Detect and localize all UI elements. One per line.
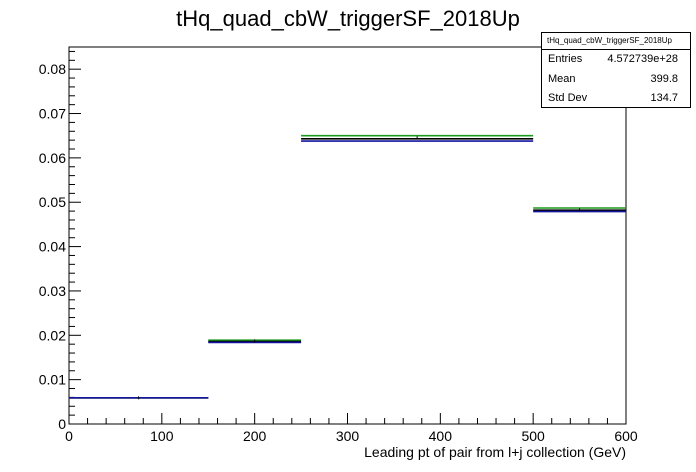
x-axis-label: Leading pt of pair from l+j collection (… [364, 444, 626, 460]
stats-box: tHq_quad_cbW_triggerSF_2018Up Entries 4.… [541, 32, 691, 108]
stats-label: Entries [548, 53, 583, 65]
stats-value: 4.572739e+28 [607, 53, 678, 65]
x-tick-label: 400 [429, 428, 453, 444]
stats-row-mean: Mean 399.8 [542, 70, 690, 90]
stats-value: 134.7 [650, 92, 678, 104]
x-tick-label: 100 [150, 428, 174, 444]
x-tick-label: 200 [243, 428, 267, 444]
stats-value: 399.8 [650, 72, 678, 85]
x-tick-label: 500 [521, 428, 545, 444]
y-tick-label: 0.06 [39, 150, 66, 166]
stats-row-stddev: Std Dev 134.7 [542, 89, 690, 109]
stats-row-entries: Entries 4.572739e+28 [542, 50, 690, 70]
y-tick-label: 0.03 [39, 283, 66, 299]
x-tick-label: 600 [614, 428, 638, 444]
y-tick-label: 0.05 [39, 194, 66, 210]
axis-tick-labels: 0 100 200 300 400 500 600 0 0.01 0.02 0.03 0.04 0.05… [39, 61, 638, 444]
y-tick-label: 0.02 [39, 327, 66, 343]
stats-label: Mean [548, 72, 576, 85]
y-tick-label: 0 [58, 416, 66, 432]
chart-title: tHq_quad_cbW_triggerSF_2018Up [176, 6, 520, 31]
x-tick-label: 300 [336, 428, 360, 444]
y-tick-label: 0.04 [39, 239, 66, 255]
y-tick-label: 0.01 [39, 372, 66, 388]
y-tick-label: 0.08 [39, 61, 66, 77]
x-tick-label: 0 [65, 428, 73, 444]
stats-label: Std Dev [548, 92, 588, 104]
stats-box-title: tHq_quad_cbW_triggerSF_2018Up [542, 33, 690, 50]
y-tick-label: 0.07 [39, 106, 66, 122]
histogram-series [69, 134, 626, 400]
